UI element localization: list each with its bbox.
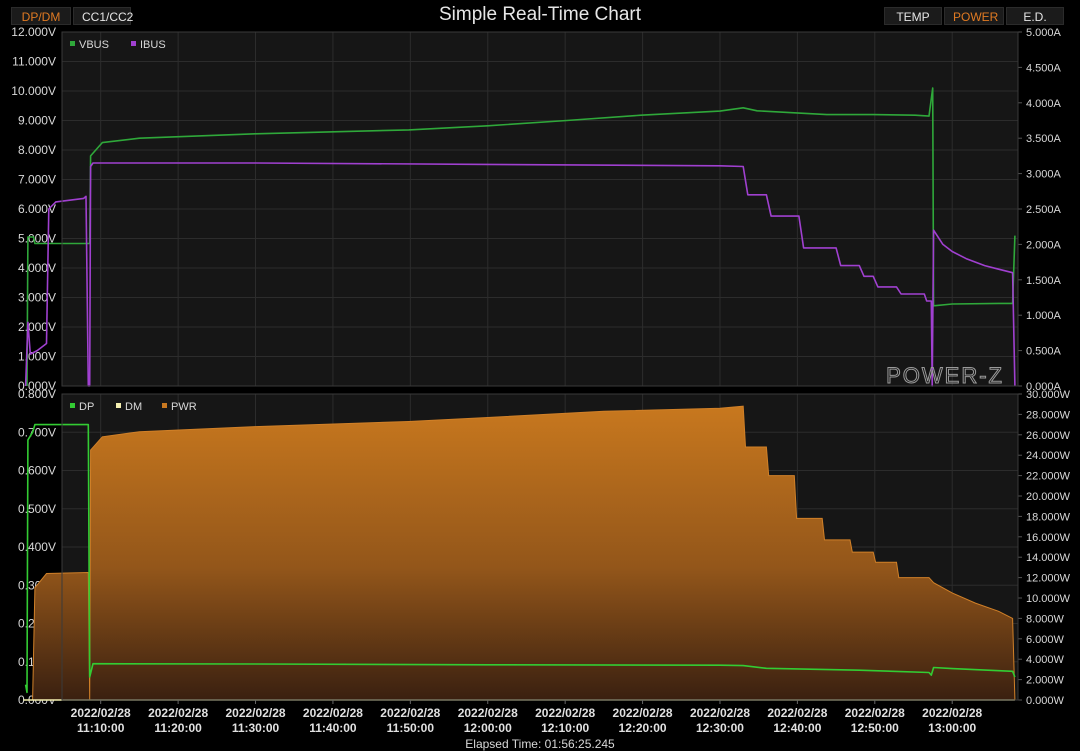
y-left-tick-label: 8.000V — [18, 143, 56, 157]
y-left-tick-label: 0.500V — [18, 502, 56, 516]
y-right-tick-label: 1.000A — [1026, 310, 1062, 322]
y-right-tick-label: 4.500A — [1026, 62, 1062, 74]
y-right-tick-label: 0.500A — [1026, 346, 1062, 358]
y-right-tick-label: 26.000W — [1026, 430, 1071, 442]
y-right-tick-label: 14.000W — [1026, 552, 1071, 564]
series-ibus-line — [24, 162, 1016, 387]
y-right-tick-label: 0.000W — [1026, 695, 1065, 707]
x-tick-label: 2022/02/28 11:10:00 — [71, 706, 131, 735]
x-tick-label: 2022/02/28 12:30:00 — [690, 706, 750, 735]
y-left-tick-label: 0.700V — [18, 425, 56, 439]
watermark-logo: POWER-Z — [886, 363, 1004, 388]
x-tick-label: 2022/02/28 12:50:00 — [845, 706, 905, 735]
y-right-tick-label: 4.000A — [1026, 98, 1062, 110]
legend-label-dp: DP — [79, 401, 94, 413]
x-tick-label: 2022/02/28 11:20:00 — [148, 706, 208, 735]
tab-dp-dm[interactable]: DP/DM — [11, 7, 71, 25]
x-tick-label: 2022/02/28 11:50:00 — [380, 706, 440, 735]
y-right-tick-label: 24.000W — [1026, 450, 1071, 462]
legend-label-ibus: IBUS — [140, 39, 166, 51]
y-right-tick-label: 0.000A — [1026, 381, 1062, 393]
y-right-tick-label: 4.000W — [1026, 654, 1065, 666]
y-right-tick-label: 18.000W — [1026, 511, 1071, 523]
y-right-tick-label: 16.000W — [1026, 532, 1071, 544]
y-right-tick-label: 30.000W — [1026, 389, 1071, 401]
tab-temp[interactable]: TEMP — [884, 7, 942, 25]
legend-swatch — [116, 403, 121, 408]
y-right-tick-label: 10.000W — [1026, 593, 1071, 605]
tab-cc1-cc2[interactable]: CC1/CC2 — [73, 7, 133, 25]
x-tick-label: 2022/02/28 12:00:00 — [458, 706, 518, 735]
y-right-tick-label: 6.000W — [1026, 634, 1065, 646]
y-right-tick-label: 5.000A — [1026, 27, 1062, 39]
legend-swatch — [162, 403, 167, 408]
y-left-tick-label: 0.400V — [18, 540, 56, 554]
y-left-tick-label: 3.000V — [18, 291, 56, 305]
y-left-tick-label: 9.000V — [18, 114, 56, 128]
tab-power[interactable]: POWER — [944, 7, 1004, 25]
y-right-tick-label: 2.000W — [1026, 675, 1065, 687]
y-right-tick-label: 22.000W — [1026, 471, 1071, 483]
y-right-tick-label: 1.500A — [1026, 275, 1062, 287]
x-tick-label: 2022/02/28 12:40:00 — [767, 706, 827, 735]
x-tick-label: 2022/02/28 12:10:00 — [535, 706, 595, 735]
y-right-tick-label: 8.000W — [1026, 613, 1065, 625]
y-right-tick-label: 12.000W — [1026, 573, 1071, 585]
y-left-tick-label: 0.600V — [18, 464, 56, 478]
x-tick-label: 2022/02/28 11:30:00 — [225, 706, 285, 735]
plot-border — [61, 31, 1019, 387]
x-tick-label: 2022/02/28 11:40:00 — [303, 706, 363, 735]
plot-border — [61, 393, 1019, 701]
y-right-tick-label: 20.000W — [1026, 491, 1071, 503]
series-pwr-area — [32, 405, 1016, 701]
x-tick-label: 2022/02/28 13:00:00 — [922, 706, 982, 735]
legend-swatch — [70, 41, 75, 46]
legend-label-pwr: PWR — [171, 401, 197, 413]
elapsed-time: Elapsed Time: 01:56:25.245 — [465, 737, 615, 751]
y-left-tick-label: 2.000V — [18, 320, 56, 334]
y-right-tick-label: 3.500A — [1026, 133, 1062, 145]
y-left-tick-label: 6.000V — [18, 202, 56, 216]
y-left-tick-label: 10.000V — [11, 84, 56, 98]
y-left-tick-label: 0.800V — [18, 387, 56, 401]
legend-swatch — [70, 403, 75, 408]
series-dp-line — [24, 423, 1016, 694]
y-right-tick-label: 2.000A — [1026, 239, 1062, 251]
y-right-tick-label: 3.000A — [1026, 169, 1062, 181]
y-right-tick-label: 2.500A — [1026, 204, 1062, 216]
tab-ed[interactable]: E.D. — [1006, 7, 1064, 25]
legend-label-vbus: VBUS — [79, 39, 109, 51]
x-tick-label: 2022/02/28 12:20:00 — [613, 706, 673, 735]
y-left-tick-label: 7.000V — [18, 173, 56, 187]
y-left-tick-label: 12.000V — [11, 25, 56, 39]
y-left-tick-label: 4.000V — [18, 261, 56, 275]
legend-swatch — [131, 41, 136, 46]
legend-label-dm: DM — [125, 401, 142, 413]
y-right-tick-label: 28.000W — [1026, 409, 1071, 421]
y-left-tick-label: 11.000V — [12, 55, 56, 69]
